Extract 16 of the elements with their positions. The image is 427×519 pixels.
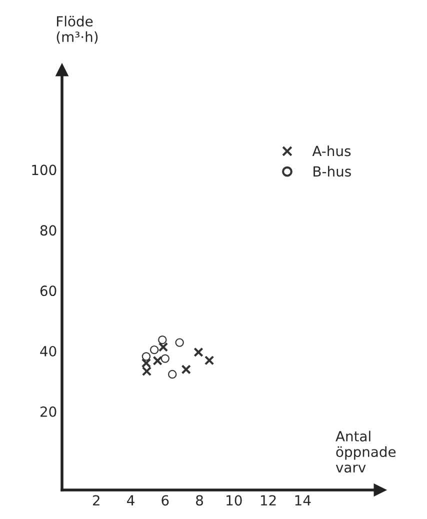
y-tick-label: 80 (40, 225, 56, 236)
y-axis-title: Flöde (m³·h) (56, 16, 98, 44)
legend-label: B-hus (314, 166, 351, 177)
y-tick-label: 40 (40, 346, 56, 356)
x-tick-label: 8 (196, 495, 203, 506)
y-tick-label: 20 (40, 406, 56, 417)
x-tick-label: 12 (260, 495, 276, 506)
y-tick-label: 100 (32, 164, 56, 176)
x-tick-label: 4 (127, 495, 134, 506)
x-tick-label: 14 (295, 495, 311, 506)
y-tick-label: 60 (40, 286, 56, 296)
x-tick-label: 2 (92, 495, 100, 506)
x-tick-label: 6 (162, 495, 169, 506)
x-tick-label: 10 (226, 495, 242, 506)
x-axis-title: Antal öppnade varv (336, 430, 396, 473)
legend-label: A-hus (312, 146, 351, 156)
